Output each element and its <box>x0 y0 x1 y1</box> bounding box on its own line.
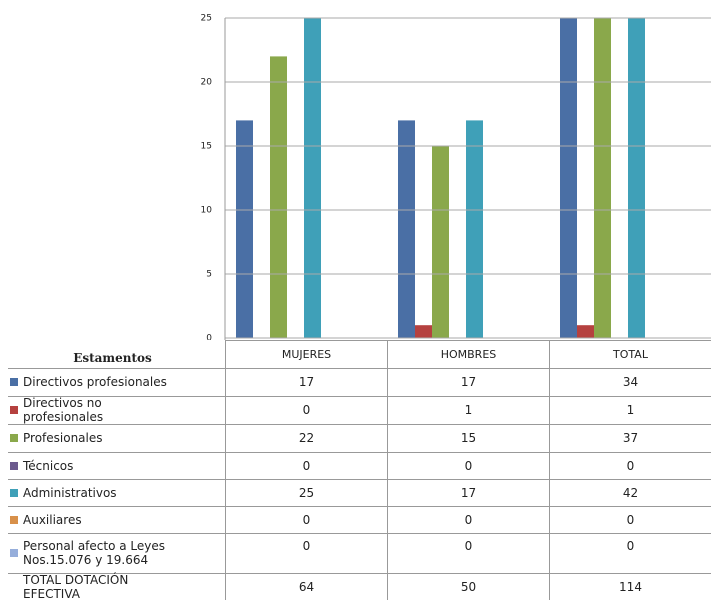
row-label-text: Personal afecto a Leyes Nos.15.076 y 19.… <box>23 539 166 567</box>
row-label-text: Directivos no profesionales <box>23 396 104 424</box>
table-value: 0 <box>387 452 549 479</box>
bar <box>304 18 321 338</box>
table-value: 0 <box>549 452 711 479</box>
table-value: 25 <box>225 479 387 506</box>
table-value: 1 <box>549 396 711 424</box>
table-value: 0 <box>549 533 711 573</box>
table-value: 17 <box>225 368 387 396</box>
y-tick-label: 5 <box>206 270 212 280</box>
legend-swatch <box>10 434 18 442</box>
bar <box>432 146 449 338</box>
row-border <box>8 424 711 425</box>
row-label: Profesionales <box>8 424 225 452</box>
table-value: 15 <box>387 424 549 452</box>
table-value: 0 <box>387 506 549 533</box>
row-label-text: Profesionales <box>23 431 103 445</box>
bar <box>560 18 577 339</box>
legend-swatch <box>10 488 18 497</box>
column-header: HOMBRES <box>387 340 549 368</box>
bar <box>415 325 432 338</box>
legend-swatch <box>10 406 18 414</box>
table-value: 1 <box>387 396 549 424</box>
bar <box>270 56 287 339</box>
row-label: Directivos no profesionales <box>8 396 225 424</box>
table-value: 0 <box>225 396 387 424</box>
bar <box>594 18 611 338</box>
row-label-text: Técnicos <box>23 458 74 473</box>
legend-swatch <box>10 515 18 524</box>
row-label: Personal afecto a Leyes Nos.15.076 y 19.… <box>8 533 225 573</box>
row-label-text: Directivos profesionales <box>23 375 167 389</box>
row-label-text: Auxiliares <box>23 512 82 527</box>
table-value: 50 <box>387 573 549 600</box>
y-tick-label: 0 <box>206 334 212 341</box>
row-label: Auxiliares <box>8 506 225 533</box>
bar <box>628 18 645 338</box>
bar <box>398 120 415 339</box>
row-label: Administrativos <box>8 479 225 506</box>
y-tick-label: 20 <box>201 78 213 88</box>
chart: 0 5 10 15 20 25 <box>201 14 711 341</box>
table-value: 114 <box>549 573 711 600</box>
y-tick-label: 10 <box>201 206 213 216</box>
table-value: 0 <box>225 452 387 479</box>
table-value: 37 <box>549 424 711 452</box>
legend-swatch <box>10 461 18 470</box>
legend-swatch <box>10 583 18 591</box>
row-border <box>8 479 711 480</box>
bar <box>466 120 483 339</box>
row-border <box>8 533 711 534</box>
bar <box>577 325 594 338</box>
row-label: Directivos profesionales <box>8 368 225 396</box>
row-border <box>8 396 711 397</box>
plot-area <box>236 18 645 339</box>
table-header: Estamentos <box>73 351 152 365</box>
bar <box>236 120 253 339</box>
table-value: 22 <box>225 424 387 452</box>
row-border <box>8 452 711 453</box>
table-value: 42 <box>549 479 711 506</box>
table-value: 64 <box>225 573 387 600</box>
table-value: 17 <box>387 479 549 506</box>
y-tick-label: 25 <box>201 14 212 24</box>
row-label-text: TOTAL DOTACIÓN EFECTIVA <box>23 572 129 600</box>
legend-swatch <box>10 378 18 386</box>
row-label: Técnicos <box>8 452 225 479</box>
row-border <box>8 573 711 574</box>
table-value: 0 <box>387 533 549 573</box>
legend-swatch <box>10 549 18 557</box>
table-value: 17 <box>387 368 549 396</box>
column-header: TOTAL <box>549 340 711 368</box>
row-label-text: Administrativos <box>23 485 117 500</box>
row-border <box>8 368 711 369</box>
table-value: 0 <box>225 533 387 573</box>
row-label: TOTAL DOTACIÓN EFECTIVA <box>8 573 225 600</box>
y-tick-label: 15 <box>201 142 212 152</box>
table-value: 34 <box>549 368 711 396</box>
row-border <box>8 506 711 507</box>
column-header: MUJERES <box>225 340 387 368</box>
table-value: 0 <box>225 506 387 533</box>
row-border <box>225 340 711 341</box>
table-value: 0 <box>549 506 711 533</box>
